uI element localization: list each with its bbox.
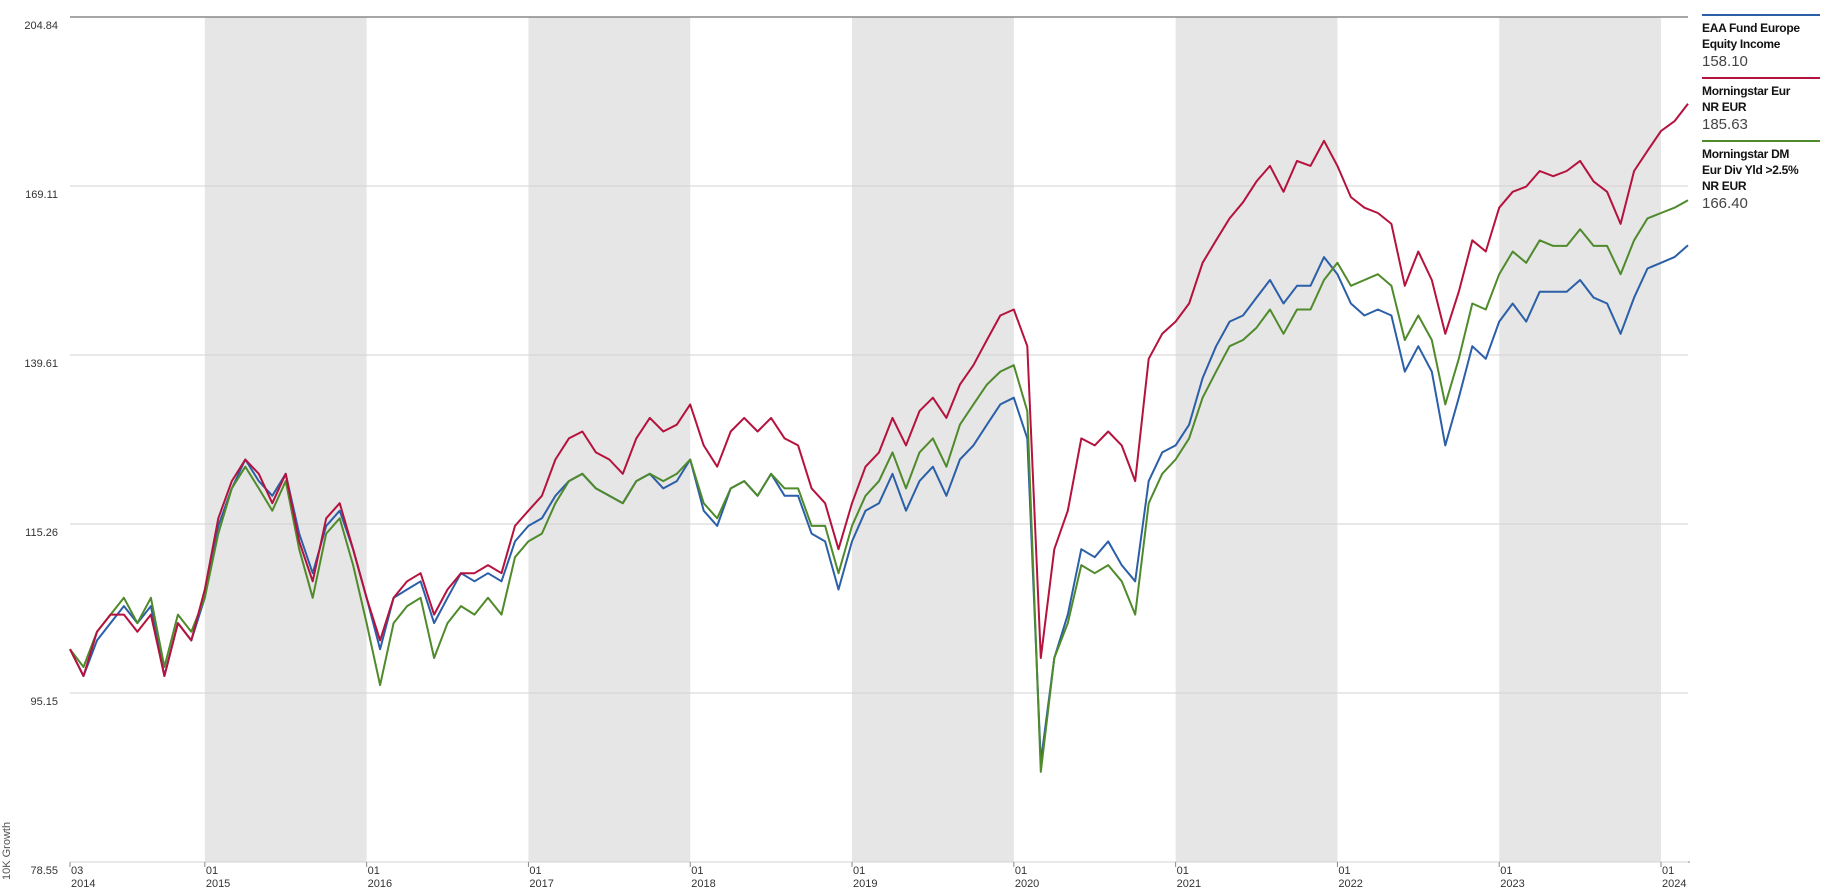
x-tick-year: 2023 — [1500, 878, 1524, 890]
x-tick-month: 01 — [853, 865, 865, 877]
x-tick-month: 01 — [206, 865, 218, 877]
x-tick-year: 2021 — [1177, 878, 1201, 890]
grid-lines — [70, 16, 1690, 863]
x-tick-month: 01 — [529, 865, 541, 877]
x-tick-year: 2016 — [368, 878, 392, 890]
series-line-2 — [69, 199, 1689, 773]
year-band-2023 — [1499, 17, 1662, 862]
x-tick-month: 01 — [1338, 865, 1350, 877]
x-tick-year: 2017 — [529, 878, 553, 890]
legend-series-name: Morningstar DM Eur Div Yld >2.5% NR EUR — [1702, 147, 1799, 193]
legend-series-name: EAA Fund Europe Equity Income — [1702, 21, 1800, 51]
y-axis-ticks: 78.55 95.15 115.26 139.61 169.11 204.84 — [24, 20, 58, 877]
year-band-2017 — [528, 17, 691, 862]
y-tick-label: 95.15 — [30, 696, 58, 708]
x-tick-year: 2019 — [853, 878, 877, 890]
x-tick-month: 01 — [368, 865, 380, 877]
x-tick-year: 2018 — [691, 878, 715, 890]
x-tick-year: 2020 — [1015, 878, 1039, 890]
x-tick-month: 01 — [1177, 865, 1189, 877]
x-tick-month: 01 — [1500, 865, 1512, 877]
legend-series-value: 185.63 — [1702, 116, 1748, 133]
x-tick-month: 03 — [71, 865, 83, 877]
x-tick-year: 2022 — [1338, 878, 1362, 890]
x-tick-month: 01 — [1015, 865, 1027, 877]
y-tick-label: 204.84 — [24, 20, 58, 32]
year-band-2021 — [1175, 17, 1338, 862]
year-band-2015 — [204, 17, 367, 862]
legend-item-2: Morningstar DM Eur Div Yld >2.5% NR EUR 1… — [1702, 140, 1820, 213]
legend: EAA Fund Europe Equity Income 158.10 Morni… — [1702, 14, 1820, 219]
x-axis-ticks: 0320140120150120160120170120180120190120… — [69, 862, 1687, 890]
y-axis-label: 10K Growth — [1, 822, 13, 880]
legend-item-0: EAA Fund Europe Equity Income 158.10 — [1702, 14, 1820, 71]
y-tick-label: 78.55 — [30, 865, 58, 877]
y-tick-label: 139.61 — [24, 358, 58, 370]
x-tick-year: 2015 — [206, 878, 230, 890]
x-tick-month: 01 — [1662, 865, 1674, 877]
year-shading-bands — [204, 17, 1662, 862]
series-line-1 — [69, 103, 1689, 677]
x-tick-year: 2024 — [1662, 878, 1686, 890]
x-tick-year: 2014 — [71, 878, 95, 890]
x-tick-month: 01 — [691, 865, 703, 877]
series-line-0 — [69, 244, 1689, 763]
legend-item-1: Morningstar Eur NR EUR 185.63 — [1702, 77, 1820, 134]
legend-series-value: 158.10 — [1702, 53, 1748, 70]
y-tick-label: 115.26 — [25, 527, 58, 539]
y-tick-label: 169.11 — [25, 189, 58, 201]
series-lines — [69, 103, 1689, 773]
legend-series-name: Morningstar Eur NR EUR — [1702, 84, 1791, 114]
legend-series-value: 166.40 — [1702, 195, 1748, 212]
